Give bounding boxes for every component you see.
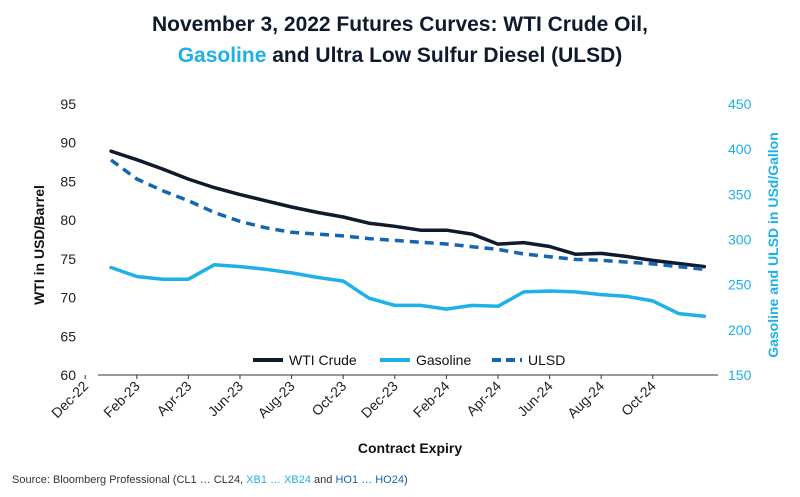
legend-label-ulsd: ULSD xyxy=(528,352,565,368)
chart-title-line2: Gasoline and Ultra Low Sulfur Diesel (UL… xyxy=(178,44,623,67)
right-tick-label: 450 xyxy=(728,96,752,112)
series-line-gasoline xyxy=(109,263,707,319)
source-ho: HO1 … HO24 xyxy=(335,474,403,486)
left-tick-label: 70 xyxy=(60,290,76,306)
x-tick-label: Jun-23 xyxy=(205,378,247,420)
right-y-axis-label: Gasoline and ULSD in USd/Gallon xyxy=(765,132,781,358)
left-tick-label: 65 xyxy=(60,328,76,344)
x-tick-label: Aug-23 xyxy=(254,378,297,421)
left-tick-label: 95 xyxy=(60,96,76,112)
left-tick-label: 60 xyxy=(60,367,76,383)
x-axis-ticks: Dec-22 Feb-23 Apr-23 Jun-23 Aug-23 Oct-23 Dec-… xyxy=(48,375,659,421)
legend: WTI Crude Gasoline ULSD xyxy=(253,352,565,368)
x-tick-label: Feb-24 xyxy=(410,378,453,421)
right-tick-label: 150 xyxy=(728,367,752,383)
right-y-axis-ticks: 150 200 250 300 350 400 450 xyxy=(728,96,752,383)
left-y-axis-ticks: 60 65 70 75 80 85 90 95 xyxy=(60,96,76,383)
right-tick-label: 400 xyxy=(728,141,752,157)
chart-title-line1: November 3, 2022 Futures Curves: WTI Cru… xyxy=(152,13,648,36)
right-tick-label: 350 xyxy=(728,186,752,202)
left-tick-label: 85 xyxy=(60,173,76,189)
x-tick-label: Oct-24 xyxy=(618,378,659,419)
series-line-ulsd xyxy=(109,158,705,272)
source-and: and xyxy=(311,474,335,486)
x-tick-label: Apr-23 xyxy=(153,378,194,419)
x-tick-label: Aug-24 xyxy=(564,378,607,421)
right-tick-label: 200 xyxy=(728,322,752,338)
legend-label-gasoline: Gasoline xyxy=(416,352,471,368)
x-axis-label: Contract Expiry xyxy=(358,440,462,456)
series-lines xyxy=(109,149,707,319)
x-tick-label: Feb-23 xyxy=(100,378,143,421)
left-y-axis-label: WTI in USD/Barrel xyxy=(31,185,47,305)
source-suffix: ) xyxy=(404,474,408,486)
source-xb: XB1 … XB24 xyxy=(246,474,311,486)
chart-title-rest: and Ultra Low Sulfur Diesel (ULSD) xyxy=(266,44,622,67)
left-tick-label: 80 xyxy=(60,212,76,228)
series-line-wti-crude xyxy=(109,149,707,269)
left-tick-label: 90 xyxy=(60,135,76,151)
right-tick-label: 300 xyxy=(728,232,752,248)
chart-title-gasoline: Gasoline xyxy=(178,44,267,67)
x-tick-label: Oct-23 xyxy=(308,378,349,419)
source-note: Source: Bloomberg Professional (CL1 … CL… xyxy=(12,474,408,486)
source-prefix: Source: Bloomberg Professional (CL1 … CL… xyxy=(12,474,246,486)
legend-label-wti: WTI Crude xyxy=(289,352,357,368)
x-tick-label: Apr-24 xyxy=(463,378,504,419)
right-tick-label: 250 xyxy=(728,277,752,293)
x-tick-label: Dec-23 xyxy=(358,378,401,421)
x-tick-label: Dec-22 xyxy=(48,378,91,421)
left-tick-label: 75 xyxy=(60,251,76,267)
x-tick-label: Jun-24 xyxy=(514,378,556,420)
